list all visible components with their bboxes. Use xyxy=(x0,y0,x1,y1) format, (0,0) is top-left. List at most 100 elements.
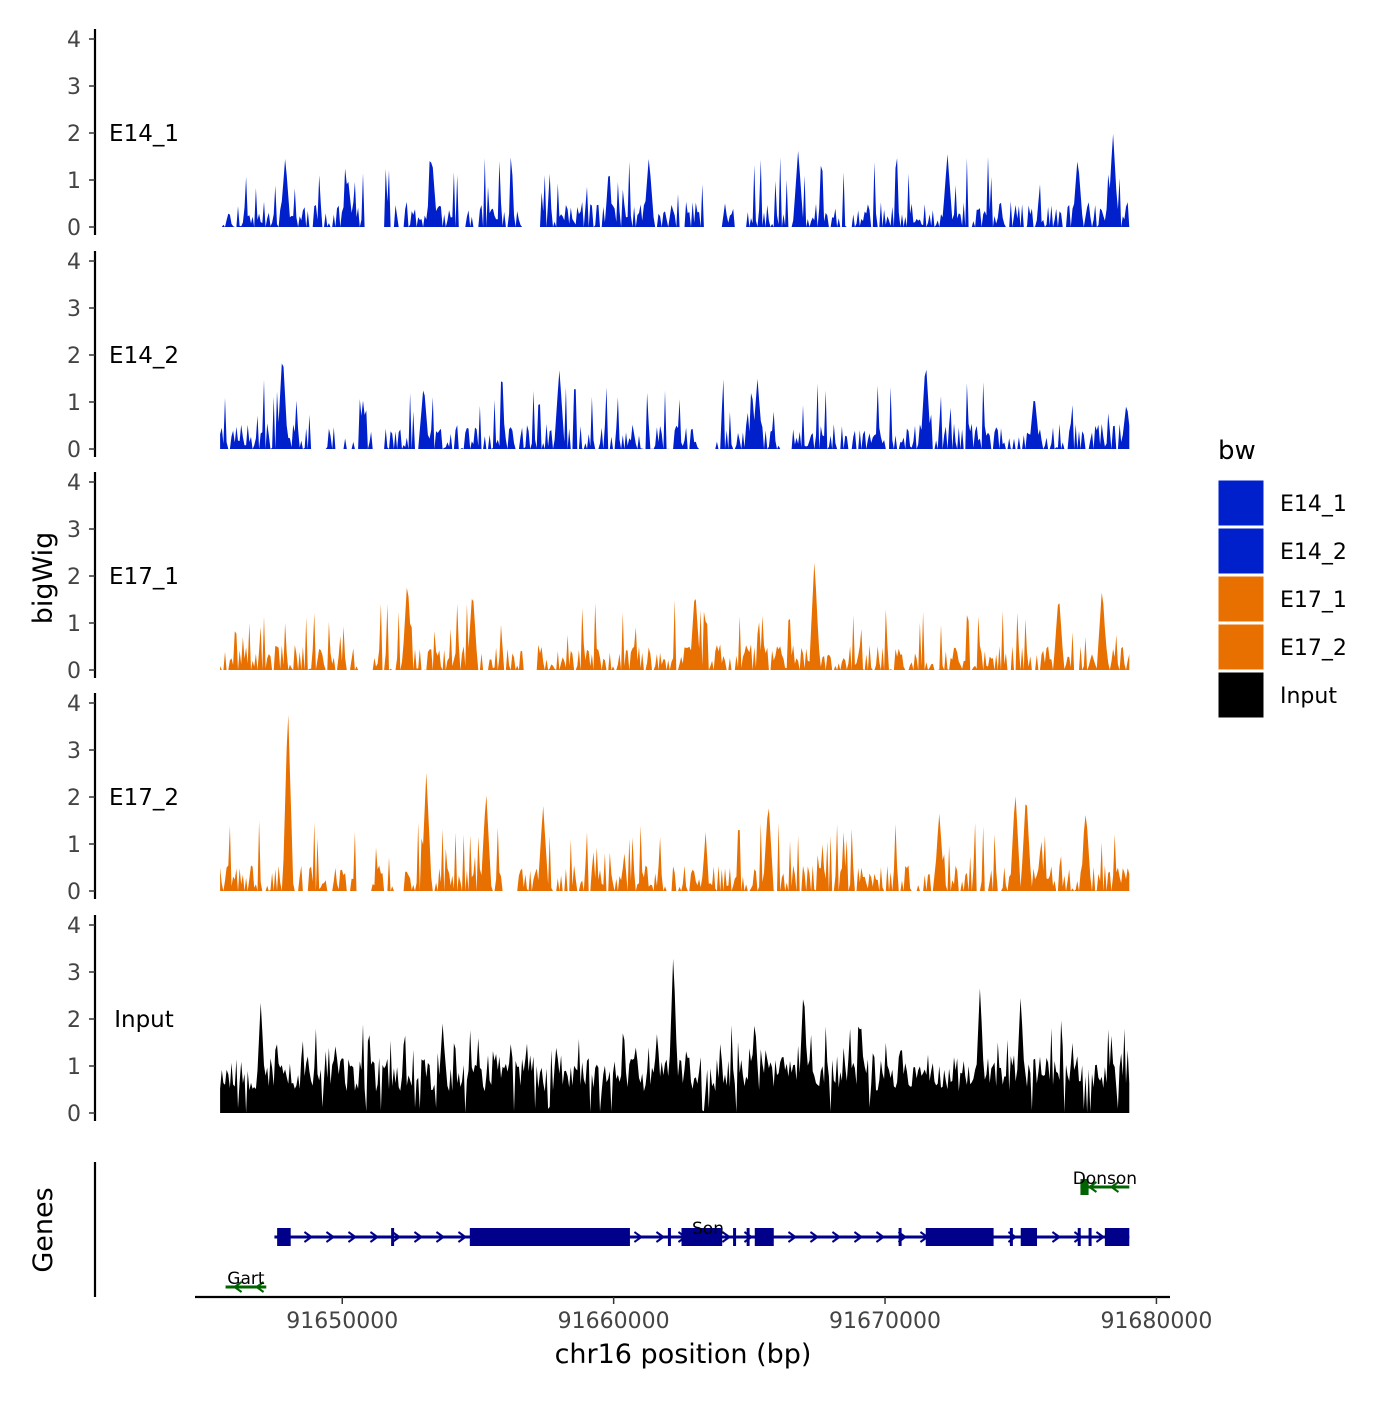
exon xyxy=(1009,1228,1013,1246)
strand-arrow xyxy=(787,1231,798,1243)
x-axis-label: chr16 position (bp) xyxy=(555,1339,812,1370)
y-tick-label: 2 xyxy=(67,786,81,811)
exon xyxy=(746,1228,750,1246)
y-tick-label: 0 xyxy=(67,216,81,241)
y-tick-label: 4 xyxy=(67,250,81,275)
strand-arrow xyxy=(831,1231,842,1243)
legend-title: bw xyxy=(1218,436,1256,466)
strand-arrow xyxy=(633,1231,644,1243)
strand-arrow xyxy=(1109,1181,1120,1193)
strand-arrow xyxy=(1095,1231,1106,1243)
y-tick-label: 1 xyxy=(67,1055,81,1080)
y-tick-label: 0 xyxy=(67,880,81,905)
legend-swatch xyxy=(1217,671,1265,719)
legend-item-E17_1: E17_1 xyxy=(1217,575,1347,623)
y-tick-label: 2 xyxy=(67,344,81,369)
x-axis: 91650000 91660000 91670000 91680000 xyxy=(195,1295,1212,1334)
strand-arrow xyxy=(809,1231,820,1243)
coverage-area-E14_1 xyxy=(220,133,1130,227)
y-tick-label: 0 xyxy=(67,1102,81,1127)
legend-label: Input xyxy=(1280,684,1337,709)
y-tick-label: 0 xyxy=(67,659,81,684)
strand-arrow xyxy=(875,1231,886,1243)
legend-swatch xyxy=(1217,479,1265,527)
legend-item-E17_2: E17_2 xyxy=(1217,623,1347,671)
legend: bw E14_1 E14_2 E17_1 E17_2 Input xyxy=(1217,436,1347,719)
genes-axis-label: Genes xyxy=(28,1187,59,1272)
track-Input: 0 1 2 3 4 Input xyxy=(67,914,1130,1127)
strand-arrow xyxy=(254,1281,265,1293)
tracks-layer: 0 1 2 3 4 E14_1 0 1 2 3 4 E14_2 0 1 2 3 4 E17_1 0 1 2 3 4 E17_2… xyxy=(67,28,1130,1127)
track-label: Input xyxy=(114,1007,174,1033)
strand-arrow xyxy=(347,1231,358,1243)
strand-arrow xyxy=(1051,1231,1062,1243)
legend-label: E17_1 xyxy=(1280,588,1347,613)
legend-swatch xyxy=(1217,527,1265,575)
legend-swatch xyxy=(1217,623,1265,671)
exon xyxy=(898,1228,902,1246)
track-E14_2: 0 1 2 3 4 E14_2 xyxy=(67,250,1130,463)
legend-item-E14_1: E14_1 xyxy=(1217,479,1347,527)
legend-label: E14_1 xyxy=(1280,492,1347,517)
strand-arrow xyxy=(391,1231,402,1243)
exon xyxy=(681,1228,723,1246)
gene-name-label: Son xyxy=(692,1219,724,1239)
exon xyxy=(1020,1228,1038,1246)
legend-item-E14_2: E14_2 xyxy=(1217,527,1347,575)
x-tick-label: 91680000 xyxy=(1100,1309,1212,1334)
strand-arrow xyxy=(232,1281,243,1293)
strand-arrow xyxy=(1073,1231,1084,1243)
y-tick-label: 4 xyxy=(67,692,81,717)
y-tick-label: 3 xyxy=(67,297,81,322)
gene-Donson: Donson xyxy=(1073,1169,1137,1195)
exon xyxy=(667,1228,671,1246)
y-tick-label: 1 xyxy=(67,169,81,194)
track-E17_1: 0 1 2 3 4 E17_1 xyxy=(67,471,1130,684)
gene-name-label: Gart xyxy=(227,1269,265,1289)
y-tick-label: 4 xyxy=(67,914,81,939)
y-tick-label: 3 xyxy=(67,961,81,986)
legend-swatch xyxy=(1217,575,1265,623)
y-tick-label: 3 xyxy=(67,75,81,100)
x-tick-label: 91660000 xyxy=(558,1309,670,1334)
y-axis-label: bigWig xyxy=(28,532,59,625)
legend-label: E17_2 xyxy=(1280,636,1347,661)
genes-layer: Donson Son Gart xyxy=(93,1162,1137,1297)
legend-label: E14_2 xyxy=(1280,540,1347,565)
coverage-area-E17_1 xyxy=(220,562,1130,670)
exon xyxy=(1088,1228,1092,1246)
strand-arrow xyxy=(369,1231,380,1243)
track-E14_1: 0 1 2 3 4 E14_1 xyxy=(67,28,1130,241)
strand-arrow xyxy=(655,1231,666,1243)
x-tick-label: 91650000 xyxy=(286,1309,398,1334)
exon xyxy=(1104,1228,1130,1246)
track-label: E14_1 xyxy=(109,121,179,147)
y-tick-label: 2 xyxy=(67,565,81,590)
exon xyxy=(277,1228,291,1246)
track-E17_2: 0 1 2 3 4 E17_2 xyxy=(67,692,1130,905)
exon xyxy=(1080,1179,1089,1195)
exon xyxy=(391,1228,395,1246)
strand-arrow xyxy=(721,1231,732,1243)
track-label: E17_1 xyxy=(109,564,179,590)
strand-arrow xyxy=(413,1231,424,1243)
x-tick-label: 91670000 xyxy=(829,1309,941,1334)
y-tick-label: 0 xyxy=(67,438,81,463)
y-tick-label: 3 xyxy=(67,518,81,543)
track-label: E14_2 xyxy=(109,343,179,369)
y-tick-label: 1 xyxy=(67,391,81,416)
gene-Gart: Gart xyxy=(225,1269,267,1293)
legend-item-Input: Input xyxy=(1217,671,1337,719)
y-tick-label: 2 xyxy=(67,122,81,147)
strand-arrow xyxy=(435,1231,446,1243)
gene-name-label: Donson xyxy=(1073,1169,1137,1189)
y-tick-label: 3 xyxy=(67,739,81,764)
y-tick-label: 4 xyxy=(67,28,81,53)
exon xyxy=(754,1228,774,1246)
gene-Son: Son xyxy=(274,1219,1130,1246)
y-tick-label: 1 xyxy=(67,612,81,637)
strand-arrow xyxy=(1087,1181,1098,1193)
exon xyxy=(925,1228,994,1246)
strand-arrow xyxy=(457,1231,468,1243)
